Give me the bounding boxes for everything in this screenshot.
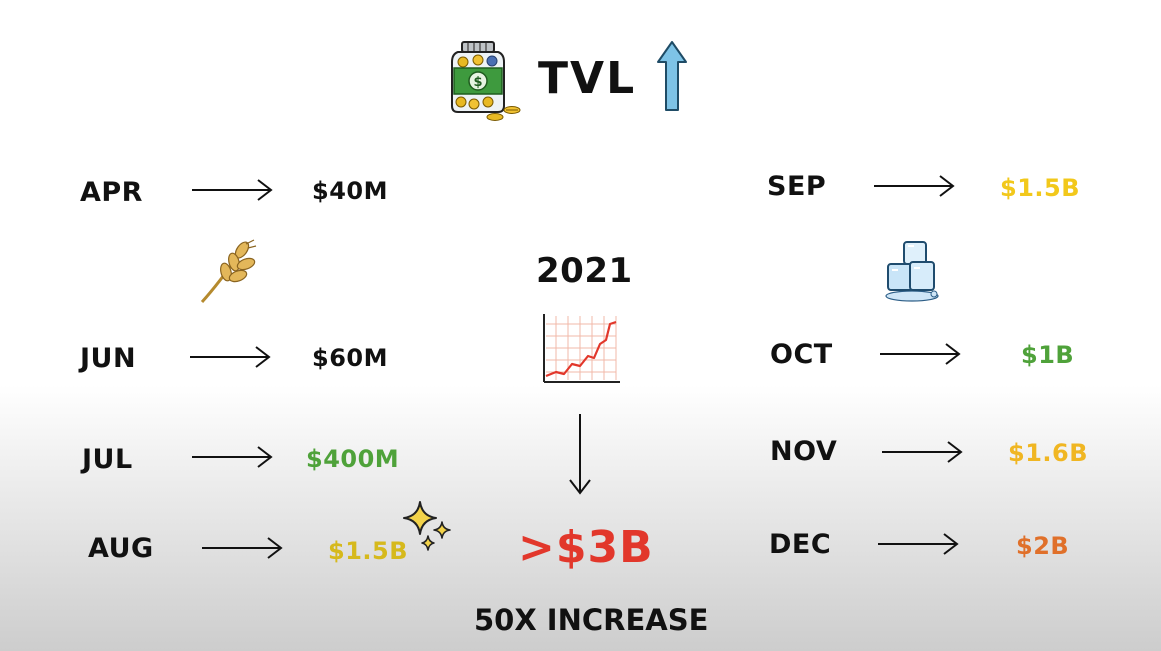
tvl-value-sep: $1.5B — [1000, 174, 1081, 202]
month-label-jun: JUN — [80, 343, 137, 374]
jar-label: $ — [473, 75, 482, 90]
month-label-apr: APR — [80, 177, 143, 208]
total-tvl-value: >$3B — [518, 522, 654, 573]
month-label-aug: AUG — [88, 533, 154, 564]
tvl-value-nov: $1.6B — [1008, 439, 1089, 467]
tvl-value-apr: $40M — [312, 177, 388, 205]
tvl-value-jul: $400M — [306, 445, 400, 473]
tvl-value-oct: $1B — [1021, 341, 1075, 369]
tvl-value-dec: $2B — [1016, 532, 1070, 560]
month-label-nov: NOV — [770, 436, 838, 467]
up-arrow-icon — [655, 40, 689, 112]
down-arrow-icon — [566, 412, 594, 496]
right-arrow-icon — [188, 343, 272, 371]
right-arrow-icon — [190, 443, 274, 471]
year-label: 2021 — [536, 251, 633, 291]
right-arrow-icon — [876, 530, 960, 558]
growth-chart-icon — [536, 310, 622, 388]
ice-cubes-icon — [882, 238, 944, 302]
right-arrow-icon — [200, 534, 284, 562]
wheat-icon — [198, 238, 260, 306]
right-arrow-icon — [190, 176, 274, 204]
right-arrow-icon — [878, 340, 962, 368]
page-title: TVL — [538, 53, 637, 104]
month-label-oct: OCT — [770, 339, 833, 370]
money-jar-icon: $ — [448, 40, 524, 122]
increase-caption: 50X INCREASE — [474, 603, 709, 637]
sparkles-icon — [402, 500, 456, 554]
month-label-sep: SEP — [767, 171, 827, 202]
right-arrow-icon — [872, 172, 956, 200]
tvl-value-aug: $1.5B — [328, 537, 409, 565]
month-label-dec: DEC — [769, 529, 832, 560]
month-label-jul: JUL — [82, 444, 133, 475]
tvl-value-jun: $60M — [312, 344, 388, 372]
right-arrow-icon — [880, 438, 964, 466]
